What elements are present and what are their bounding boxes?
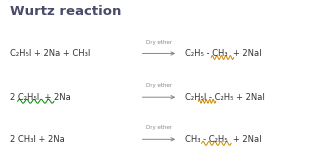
Text: 2 C₂H₅I  + 2Na: 2 C₂H₅I + 2Na (10, 93, 70, 102)
Text: C₂H₅ - CH₃  + 2NaI: C₂H₅ - CH₃ + 2NaI (185, 49, 261, 58)
Text: Wurtz reaction: Wurtz reaction (10, 5, 121, 18)
Text: CH₃ - C₂H₅  + 2NaI: CH₃ - C₂H₅ + 2NaI (185, 135, 261, 144)
Text: 2 CH₃I + 2Na: 2 CH₃I + 2Na (10, 135, 65, 144)
Text: Dry ether: Dry ether (146, 40, 172, 45)
Text: C₂H₅I + 2Na + CH₃I: C₂H₅I + 2Na + CH₃I (10, 49, 90, 58)
Text: Dry ether: Dry ether (146, 125, 172, 130)
Text: Dry ether: Dry ether (146, 83, 172, 88)
Text: C₂H₅I - C₂H₅ + 2NaI: C₂H₅I - C₂H₅ + 2NaI (185, 93, 265, 102)
